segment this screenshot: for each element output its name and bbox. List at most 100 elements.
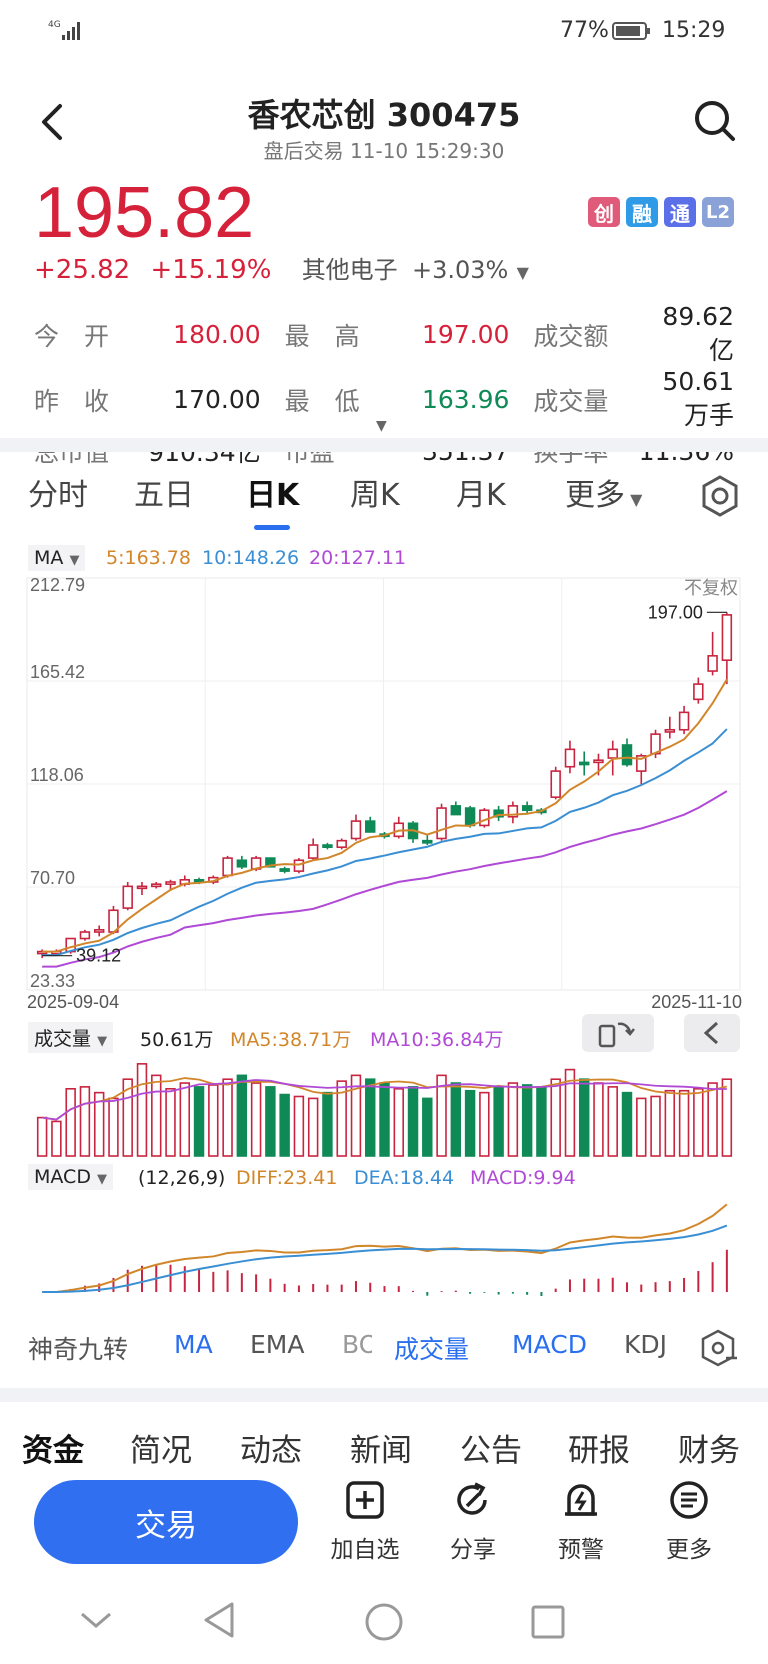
volume-bar	[636, 1097, 647, 1157]
tab-overview[interactable]: 简况	[130, 1433, 192, 1469]
badge-chuang[interactable]: 创	[588, 197, 620, 227]
tab-five-day[interactable]: 五日	[134, 478, 194, 513]
stat-label: 成交额	[533, 321, 609, 351]
expand-caret-icon[interactable]: ▼	[376, 418, 387, 434]
candle-body	[365, 820, 376, 833]
indicator-settings-icon[interactable]	[700, 1328, 740, 1368]
candle-body	[521, 805, 533, 812]
macd-selector[interactable]: MACD ▼	[28, 1164, 114, 1190]
volume-bar	[65, 1087, 76, 1157]
tab-financials[interactable]: 财务	[678, 1433, 740, 1469]
signal-icon: 4G	[48, 18, 84, 42]
more-label: 更多	[666, 1537, 712, 1563]
nav-recents-icon[interactable]	[528, 1602, 568, 1642]
nav-back-icon[interactable]	[200, 1598, 240, 1642]
add-watchlist-label: 加自选	[330, 1537, 400, 1563]
caret-down-icon: ▼	[69, 553, 80, 568]
trade-button[interactable]: 交易	[34, 1480, 298, 1564]
rotate-screen-button[interactable]	[582, 1014, 654, 1052]
caret-down-icon[interactable]: ▼	[516, 263, 529, 282]
candle-body	[707, 655, 718, 672]
alert-button[interactable]: 预警	[536, 1480, 626, 1564]
nav-down-icon[interactable]	[76, 1600, 116, 1640]
more-list-icon	[669, 1480, 709, 1520]
section-divider	[0, 438, 768, 452]
badge-tong[interactable]: 通	[664, 197, 696, 227]
indicator-volume[interactable]: 成交量	[394, 1335, 470, 1364]
search-icon[interactable]	[694, 100, 736, 142]
volume-bar	[336, 1080, 347, 1157]
caret-down-icon: ▼	[625, 490, 643, 509]
volume-bar	[664, 1089, 676, 1157]
badge-rong[interactable]: 融	[626, 197, 658, 227]
back-arrow-icon[interactable]	[36, 102, 72, 142]
indicator-macd[interactable]: MACD	[512, 1330, 587, 1359]
tab-weekly-k[interactable]: 周K	[350, 478, 400, 513]
volume-bar	[564, 1068, 576, 1157]
macd-diff: DIFF:23.41	[236, 1167, 338, 1189]
macd-chart[interactable]	[0, 1192, 768, 1296]
candle-body	[322, 844, 333, 848]
ma10-line	[42, 728, 728, 957]
candle-body	[479, 809, 490, 827]
volume-bar	[93, 1091, 105, 1157]
volume-bar	[193, 1086, 205, 1157]
alert-label: 预警	[558, 1537, 604, 1563]
tab-intraday[interactable]: 分时	[28, 478, 88, 513]
volume-bar	[350, 1074, 362, 1157]
volume-bar	[236, 1074, 248, 1157]
tab-announcements[interactable]: 公告	[460, 1433, 522, 1469]
stat-value: 89.62亿	[662, 302, 734, 365]
indicator-ma[interactable]: MA	[174, 1330, 213, 1359]
caret-down-icon: ▼	[97, 1172, 108, 1187]
add-watchlist-button[interactable]: 加自选	[320, 1480, 410, 1564]
badge-l2[interactable]: L2	[702, 197, 734, 227]
volume-selector-label: 成交量	[34, 1028, 92, 1050]
volume-bar	[36, 1116, 48, 1157]
ma10-legend: 10:148.26	[202, 547, 300, 569]
volume-bar	[593, 1082, 604, 1157]
more-button[interactable]: 更多	[644, 1480, 734, 1564]
y-tick-label: 212.79	[30, 575, 85, 595]
stat-value: 50.61万手	[662, 367, 734, 430]
chart-settings-icon[interactable]	[700, 474, 740, 518]
tab-monthly-k[interactable]: 月K	[456, 478, 506, 513]
volume-bar	[279, 1093, 290, 1157]
nav-home-icon[interactable]	[362, 1600, 406, 1644]
tab-news[interactable]: 新闻	[350, 1433, 412, 1469]
tab-daily-k[interactable]: 日K	[246, 478, 300, 513]
y-tick-label: 118.06	[30, 765, 84, 785]
active-tab-indicator	[254, 525, 290, 530]
change-row: +25.82 +15.19% 其他电子 +3.03% ▼	[34, 250, 529, 285]
sector-name[interactable]: 其他电子	[301, 256, 398, 284]
collapse-panel-button[interactable]	[684, 1014, 740, 1052]
volume-bar	[578, 1078, 590, 1157]
volume-chart[interactable]	[0, 1058, 768, 1158]
tab-research[interactable]: 研报	[568, 1433, 630, 1469]
indicator-kdj[interactable]: KDJ	[624, 1330, 668, 1359]
macd-dea-line	[42, 1224, 728, 1293]
ma-selector[interactable]: MA ▼	[28, 545, 86, 571]
candle-body	[350, 820, 362, 840]
sector-change[interactable]: +3.03%	[411, 256, 509, 284]
stock-title: 香农芯创 300475	[247, 96, 521, 134]
alert-bell-icon	[561, 1480, 601, 1520]
indicator-ema[interactable]: EMA	[250, 1330, 305, 1359]
stat-label: 今 开	[34, 321, 110, 351]
tab-updates[interactable]: 动态	[240, 1433, 302, 1469]
candle-body	[464, 807, 476, 827]
volume-bar	[165, 1087, 176, 1157]
volume-selector[interactable]: 成交量 ▼	[28, 1022, 114, 1053]
tab-funds[interactable]: 资金	[22, 1433, 84, 1469]
volume-bar	[678, 1089, 690, 1157]
candle-body	[493, 809, 504, 818]
volume-bar	[464, 1089, 476, 1157]
share-button[interactable]: 分享	[428, 1480, 518, 1564]
volume-bar	[507, 1082, 519, 1157]
indicator-boll[interactable]: BOLL	[342, 1330, 372, 1359]
candlestick-chart[interactable]: 212.79 165.42 118.06 70.70 23.33 不复权 197.00 39.…	[0, 572, 768, 1012]
tab-more[interactable]: 更多 ▼	[565, 470, 642, 514]
high-label: 197.00	[648, 602, 703, 622]
indicator-nine-turns[interactable]: 神奇九转	[28, 1335, 129, 1364]
volume-bar	[379, 1082, 390, 1157]
